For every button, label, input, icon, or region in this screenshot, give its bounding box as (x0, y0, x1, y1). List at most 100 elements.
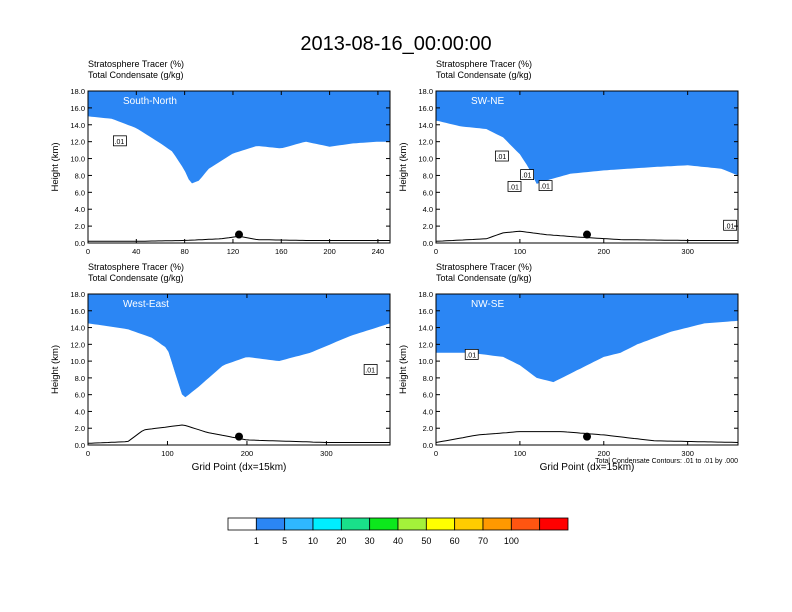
panel-title-condensate: Total Condensate (g/kg) (436, 70, 532, 80)
chart-panel: Stratosphere Tracer (%)Total Condensate … (398, 59, 739, 256)
y-tick-label: 4.0 (423, 407, 433, 416)
chart-panel: Stratosphere Tracer (%)Total Condensate … (398, 262, 739, 473)
y-tick-label: 8.0 (75, 374, 85, 383)
y-tick-label: 16.0 (70, 307, 85, 316)
panel-label: NW-SE (471, 299, 504, 310)
colorbar-label: 30 (365, 536, 375, 546)
panel-title-tracer: Stratosphere Tracer (%) (88, 59, 184, 69)
y-tick-label: 4.0 (423, 205, 433, 214)
tracer-fill: .01.01.01.01.01 (436, 91, 738, 242)
contour-label-box (495, 150, 509, 162)
colorbar-label: 70 (478, 536, 488, 546)
x-tick-label: 100 (514, 247, 527, 256)
colorbar-swatch (227, 517, 257, 531)
contour-label: .01 (466, 352, 476, 359)
colorbar-swatch (425, 517, 456, 531)
y-tick-label: 16.0 (418, 307, 433, 316)
y-tick-label: 2.0 (423, 424, 433, 433)
plot-frame (87, 293, 391, 446)
panels-group: Stratosphere Tracer (%)Total Condensate … (50, 59, 739, 473)
x-tick-label: 300 (681, 449, 694, 458)
contour-label: .01 (725, 223, 735, 230)
y-tick-label: 18.0 (418, 290, 433, 299)
colorbar-swatch (482, 517, 512, 531)
y-tick-label: 0.0 (423, 441, 433, 450)
y-axis-label: Height (km) (50, 142, 61, 191)
x-tick-label: 80 (180, 247, 188, 256)
y-tick-label: 14.0 (418, 121, 433, 130)
x-tick-label: 200 (598, 247, 611, 256)
plot-frame (435, 293, 739, 446)
x-tick-label: 0 (434, 449, 438, 458)
x-tick-label: 0 (434, 247, 438, 256)
y-tick-label: 6.0 (75, 391, 85, 400)
tracer-fill: .01 (88, 91, 390, 242)
tracer-band (88, 91, 390, 184)
y-tick-label: 0.0 (75, 441, 85, 450)
x-axis-label: Grid Point (dx=15km) (540, 462, 635, 473)
y-tick-label: 8.0 (423, 171, 433, 180)
panel-label: West-East (123, 299, 169, 310)
contour-label: .01 (497, 154, 507, 161)
y-axis-label: Height (km) (50, 345, 61, 394)
contour-label-box (538, 180, 553, 191)
contour-label-box (363, 364, 378, 375)
y-tick-label: 6.0 (75, 188, 85, 197)
colorbar-swatch (312, 517, 342, 531)
contour-label-box (507, 181, 522, 192)
location-marker (235, 230, 243, 239)
colorbar-swatch (255, 517, 286, 531)
y-tick-label: 2.0 (75, 222, 85, 231)
colorbar-label: 10 (308, 536, 318, 546)
y-tick-label: 12.0 (418, 340, 433, 349)
x-tick-label: 0 (86, 449, 90, 458)
y-tick-label: 14.0 (70, 121, 85, 130)
x-axis-label: Grid Point (dx=15km) (192, 462, 287, 473)
contour-label: .01 (509, 184, 519, 191)
panel-title-tracer: Stratosphere Tracer (%) (436, 262, 532, 272)
y-tick-label: 18.0 (418, 87, 433, 96)
panel-title-tracer: Stratosphere Tracer (%) (88, 262, 184, 272)
figure-title: 2013-08-16_00:00:00 (300, 33, 491, 55)
y-axis-label: Height (km) (398, 345, 409, 394)
colorbar-label: 20 (336, 536, 346, 546)
panel-title-condensate: Total Condensate (g/kg) (88, 273, 184, 283)
x-tick-label: 200 (323, 247, 336, 256)
colorbar: 1 5 10 20 30 40 50 60 70 100 (227, 517, 569, 546)
panel-label: SW-NE (471, 96, 504, 107)
colorbar-swatch (369, 517, 399, 531)
x-tick-label: 120 (227, 247, 240, 256)
y-tick-label: 16.0 (70, 104, 85, 113)
plot-frame (87, 90, 391, 244)
tracer-band (88, 294, 390, 398)
x-tick-label: 200 (598, 449, 611, 458)
colorbar-label: 60 (450, 536, 460, 546)
y-tick-label: 10.0 (70, 155, 85, 164)
colorbar-label: 50 (421, 536, 431, 546)
contour-label-box (113, 135, 127, 147)
y-tick-label: 10.0 (418, 155, 433, 164)
y-tick-label: 0.0 (75, 239, 85, 248)
y-tick-label: 4.0 (75, 205, 85, 214)
y-tick-label: 10.0 (70, 357, 85, 366)
colorbar-swatch (284, 517, 314, 531)
x-tick-label: 200 (241, 449, 254, 458)
x-tick-label: 100 (514, 449, 527, 458)
panel-label: South-North (123, 96, 177, 107)
y-tick-label: 6.0 (423, 391, 433, 400)
colorbar-swatch (397, 517, 427, 531)
y-tick-label: 4.0 (75, 407, 85, 416)
y-tick-label: 12.0 (70, 340, 85, 349)
location-marker (583, 432, 591, 441)
colorbar-swatch (454, 517, 484, 531)
y-tick-label: 0.0 (423, 239, 433, 248)
y-tick-label: 14.0 (70, 324, 85, 333)
tracer-band (436, 294, 738, 383)
y-tick-label: 12.0 (70, 138, 85, 147)
y-tick-label: 12.0 (418, 138, 433, 147)
x-tick-label: 240 (372, 247, 385, 256)
contour-label-box (723, 219, 738, 231)
y-tick-label: 6.0 (423, 188, 433, 197)
colorbar-label: 100 (504, 536, 519, 546)
